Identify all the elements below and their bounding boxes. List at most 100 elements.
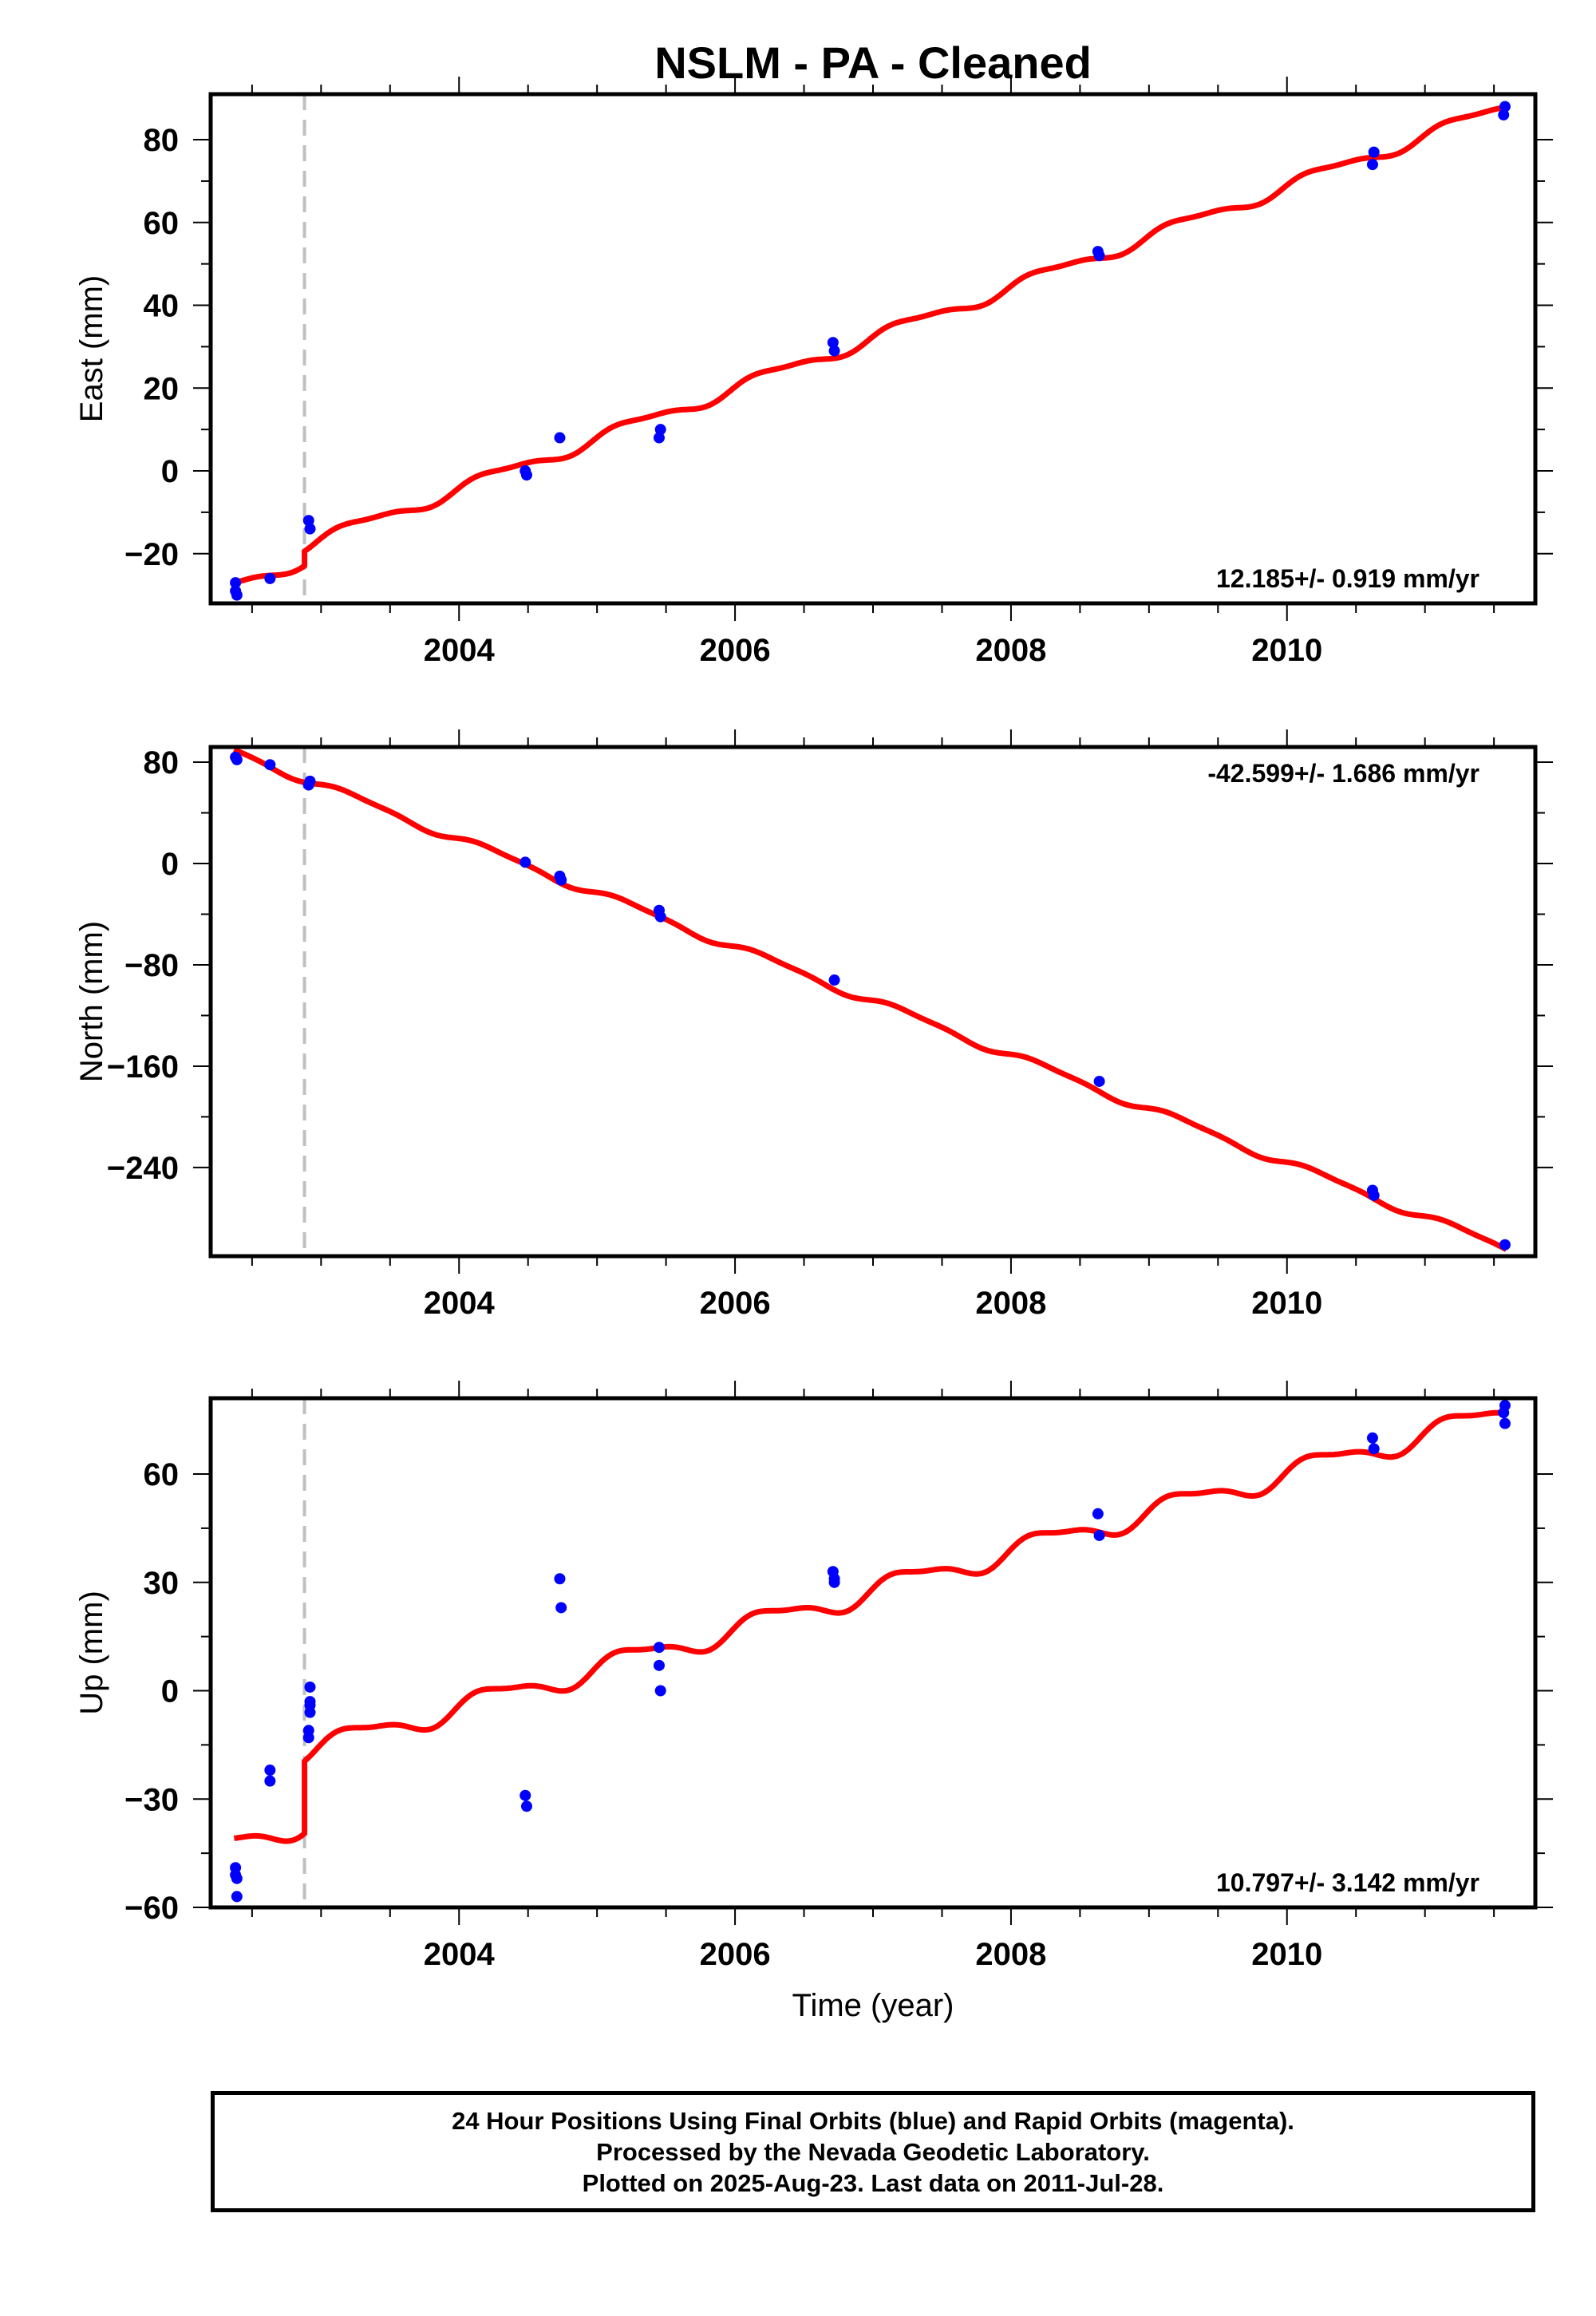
- data-point: [1093, 1075, 1105, 1087]
- data-point: [828, 974, 840, 986]
- plot-frame-east: [208, 92, 1538, 606]
- data-point: [653, 1642, 665, 1654]
- data-point: [1093, 1529, 1105, 1541]
- data-point: [828, 1576, 840, 1588]
- y-tick-label: −60: [124, 1891, 179, 1926]
- data-point: [1093, 250, 1105, 262]
- footer-line-3: Plotted on 2025-Aug-23. Last data on 201…: [582, 2168, 1164, 2197]
- data-point: [1498, 109, 1510, 121]
- data-point: [554, 1573, 566, 1585]
- data-point: [264, 1775, 276, 1787]
- chart-title: NSLM - PA - Cleaned: [654, 38, 1092, 88]
- data-point: [555, 1602, 567, 1614]
- data-point: [230, 577, 242, 589]
- data-point: [653, 432, 665, 444]
- y-tick-label: −80: [124, 948, 179, 983]
- data-point: [554, 432, 566, 444]
- y-axis-label-east: East (mm): [74, 275, 109, 422]
- data-point: [302, 515, 314, 527]
- data-point: [1368, 146, 1380, 158]
- x-tick-label: 2010: [1251, 1286, 1322, 1321]
- y-tick-label: 0: [161, 454, 179, 489]
- plot-area-east: [230, 94, 1511, 603]
- data-point: [555, 874, 567, 886]
- data-point: [1499, 1400, 1511, 1412]
- panel-east: 2004 2006 2008 2010 −20 0 20 40 60 80 East (mm) 12.…: [74, 77, 1553, 668]
- data-point: [304, 523, 316, 535]
- data-point: [828, 345, 840, 357]
- y-tick-label: −20: [124, 537, 179, 572]
- y-tick-label: 30: [144, 1566, 180, 1601]
- plot-frame-north: [208, 745, 1538, 1259]
- data-point: [654, 911, 666, 923]
- y-tick-label: 60: [144, 206, 180, 241]
- y-tick-label: 40: [144, 289, 180, 324]
- data-point: [302, 1732, 314, 1744]
- data-point: [264, 572, 276, 584]
- y-tick-label: 20: [144, 371, 180, 406]
- data-point: [520, 469, 532, 481]
- data-point: [231, 753, 243, 765]
- x-tick-label: 2008: [975, 1286, 1046, 1321]
- data-point: [1368, 1189, 1380, 1201]
- y-tick-label: −240: [107, 1151, 179, 1186]
- plot-area-north: [230, 747, 1511, 1256]
- data-point: [231, 589, 243, 601]
- x-axis-label: Time (year): [792, 1988, 954, 2023]
- data-point: [1092, 1508, 1104, 1520]
- data-point: [653, 1659, 665, 1671]
- data-point: [1499, 1239, 1511, 1251]
- plot-frame-up: [208, 1396, 1538, 1910]
- data-point: [231, 1891, 243, 1903]
- data-point: [231, 1872, 243, 1884]
- x-tick-label: 2004: [424, 1286, 496, 1321]
- x-tick-label: 2006: [700, 633, 771, 668]
- y-tick-label: −160: [107, 1049, 179, 1085]
- data-point: [304, 1696, 316, 1708]
- x-tick-label: 2010: [1251, 1937, 1322, 1972]
- y-tick-label: 60: [144, 1457, 180, 1492]
- y-tick-label: −30: [124, 1782, 179, 1817]
- data-point: [519, 1789, 531, 1801]
- footer-line-2: Processed by the Nevada Geodetic Laborat…: [596, 2137, 1150, 2166]
- x-tick-label: 2004: [424, 633, 496, 668]
- y-axis-label-north: North (mm): [74, 921, 109, 1082]
- x-tick-label: 2004: [424, 1937, 496, 1972]
- data-point: [304, 775, 316, 787]
- data-point: [1368, 1443, 1380, 1455]
- footer-caption-box: 24 Hour Positions Using Final Orbits (bl…: [211, 2091, 1535, 2212]
- data-point: [1499, 101, 1511, 113]
- x-tick-label: 2008: [975, 1937, 1046, 1972]
- data-point: [1366, 1432, 1378, 1444]
- x-tick-label: 2006: [700, 1286, 771, 1321]
- y-tick-label: 80: [144, 123, 180, 158]
- model-fit-line-east: [232, 105, 1508, 586]
- velocity-label-east: 12.185+/- 0.919 mm/yr: [1216, 564, 1479, 593]
- data-point: [519, 856, 531, 868]
- x-tick-label: 2008: [975, 633, 1046, 668]
- x-tick-label: 2006: [700, 1937, 771, 1972]
- x-tick-label: 2010: [1251, 633, 1322, 668]
- data-point: [304, 1681, 316, 1693]
- data-point: [264, 1765, 276, 1777]
- panel-north: 2004 2006 2008 2010 −240 −160 −80 0 80 North (mm)…: [74, 729, 1553, 1321]
- y-tick-label: 80: [144, 745, 180, 781]
- velocity-label-north: -42.599+/- 1.686 mm/yr: [1207, 759, 1479, 788]
- y-tick-label: 0: [161, 1674, 179, 1709]
- data-point: [827, 337, 839, 349]
- y-tick-label: 0: [161, 847, 179, 882]
- data-point: [654, 424, 666, 436]
- model-fit-line-north: [232, 747, 1508, 1252]
- data-point: [1366, 159, 1378, 171]
- y-axis-label-up: Up (mm): [74, 1591, 109, 1715]
- panel-up: 2004 2006 2008 2010 −60 −30 0 30 60 Up (mm) Time (…: [74, 1381, 1553, 2023]
- data-point: [1499, 1417, 1511, 1429]
- data-point: [264, 759, 276, 771]
- footer-line-1: 24 Hour Positions Using Final Orbits (bl…: [452, 2106, 1294, 2135]
- model-fit-line-up: [232, 1409, 1508, 1844]
- plot-area-up: [230, 1398, 1511, 1907]
- data-point: [520, 1800, 532, 1812]
- data-point: [654, 1685, 666, 1697]
- velocity-label-up: 10.797+/- 3.142 mm/yr: [1216, 1868, 1479, 1897]
